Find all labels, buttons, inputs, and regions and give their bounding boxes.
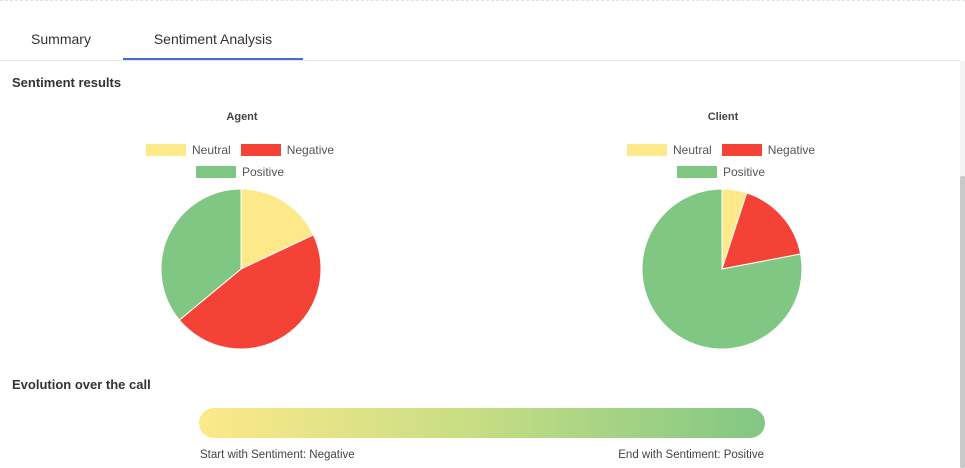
agent-pie-slice-neutral[interactable] [240, 188, 315, 270]
agent-pie-chart [160, 188, 322, 350]
end-sentiment-text: End with Sentiment: Positive [618, 449, 764, 461]
tab-sentiment-analysis[interactable]: Sentiment Analysis [153, 30, 273, 47]
top-divider [0, 0, 965, 1]
start-sentiment-text: Start with Sentiment: Negative [200, 449, 355, 461]
agent-pie-slice-positive[interactable] [160, 188, 242, 321]
sentiment-results-heading: Sentiment results [12, 75, 122, 90]
scrollbar-thumb[interactable] [960, 176, 965, 468]
neutral-legend-swatch[interactable] [627, 144, 667, 156]
agent-pie-slice-negative[interactable] [178, 234, 322, 350]
evolution-heading: Evolution over the call [12, 377, 151, 392]
tab-divider [0, 60, 960, 61]
tab-bar: Summary Sentiment Analysis [0, 18, 965, 61]
positive-legend-label[interactable]: Positive [723, 165, 766, 179]
negative-legend-label[interactable]: Negative [286, 143, 335, 157]
client-pie-slice-positive[interactable] [641, 188, 803, 350]
active-tab-indicator [123, 58, 303, 60]
agent-chart-title: Agent [226, 111, 258, 123]
positive-legend-label[interactable]: Positive [242, 165, 285, 179]
neutral-legend-label[interactable]: Neutral [673, 143, 712, 157]
client-pie-chart [641, 188, 803, 350]
sentiment-evolution-bar [199, 408, 765, 438]
client-pie-slice-negative[interactable] [721, 192, 802, 270]
tab-summary[interactable]: Summary [31, 30, 91, 47]
neutral-legend-label[interactable]: Neutral [192, 143, 231, 157]
positive-legend-swatch[interactable] [196, 166, 236, 178]
agent-legend-row-2: Positive [196, 165, 294, 179]
client-chart-title: Client [707, 111, 739, 123]
client-legend-row-1: Neutral Negative [627, 143, 825, 157]
client-legend-row-2: Positive [677, 165, 775, 179]
agent-legend-row-1: Neutral Negative [146, 143, 344, 157]
negative-legend-label[interactable]: Negative [767, 143, 816, 157]
negative-legend-swatch[interactable] [721, 144, 762, 156]
neutral-legend-swatch[interactable] [146, 144, 186, 156]
positive-legend-swatch[interactable] [677, 166, 717, 178]
negative-legend-swatch[interactable] [240, 144, 281, 156]
